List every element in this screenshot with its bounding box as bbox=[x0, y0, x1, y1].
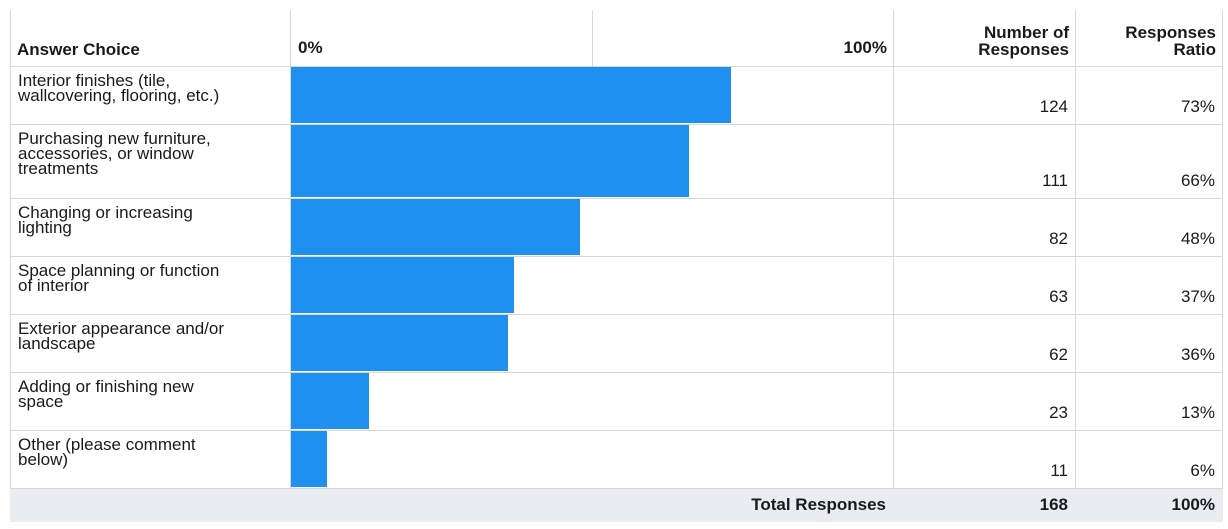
responses-ratio-header: Responses Ratio bbox=[1075, 10, 1223, 67]
bar-cell bbox=[290, 430, 894, 489]
response-ratio: 48% bbox=[1075, 198, 1223, 257]
response-count: 63 bbox=[893, 256, 1076, 315]
total-responses-label: Total Responses bbox=[290, 488, 894, 522]
answer-choice-text: space bbox=[18, 392, 64, 411]
response-count: 11 bbox=[893, 430, 1076, 489]
answer-choice-text: lighting bbox=[18, 218, 72, 237]
answer-choice-cell: Interior finishes (tile, wallcovering, fl… bbox=[10, 66, 291, 125]
response-ratio: 6% bbox=[1075, 430, 1223, 489]
response-count: 23 bbox=[893, 372, 1076, 431]
header-row: Answer Choice 0% 100% Number of Response… bbox=[10, 10, 1223, 67]
answer-choice-text: landscape bbox=[18, 334, 96, 353]
bar-cell bbox=[290, 314, 894, 373]
response-count: 82 bbox=[893, 198, 1076, 257]
response-count: 62 bbox=[893, 314, 1076, 373]
table-row: Other (please comment below) 11 6% bbox=[10, 430, 1223, 489]
axis-min-label: 0% bbox=[298, 38, 323, 57]
axis-midline bbox=[592, 10, 593, 66]
response-count: 111 bbox=[893, 124, 1076, 199]
answer-choice-text: Changing or increasing bbox=[18, 203, 193, 222]
answer-choice-text: Other (please comment bbox=[18, 435, 196, 454]
answer-choice-text: Adding or finishing new bbox=[18, 377, 194, 396]
survey-results-table-wrapper: Answer Choice 0% 100% Number of Response… bbox=[10, 10, 1223, 522]
answer-choice-text: Purchasing new furniture, bbox=[18, 129, 211, 148]
table-row: Changing or increasing lighting 82 48% bbox=[10, 198, 1223, 257]
response-bar bbox=[291, 125, 689, 197]
answer-choice-cell: Space planning or function of interior bbox=[10, 256, 291, 315]
response-count: 124 bbox=[893, 66, 1076, 125]
response-bar bbox=[291, 315, 509, 371]
bar-cell bbox=[290, 198, 894, 257]
table-row: Interior finishes (tile, wallcovering, fl… bbox=[10, 66, 1223, 125]
answer-choice-text: Space planning or function bbox=[18, 261, 220, 280]
answer-choice-text: accessories, or window bbox=[18, 144, 194, 163]
survey-results-table: Answer Choice 0% 100% Number of Response… bbox=[10, 10, 1223, 522]
total-ratio: 100% bbox=[1075, 488, 1223, 522]
table-row: Adding or finishing new space 23 13% bbox=[10, 372, 1223, 431]
total-row: Total Responses 168 100% bbox=[10, 488, 1223, 522]
answer-choice-text: below) bbox=[18, 450, 69, 469]
response-ratio: 37% bbox=[1075, 256, 1223, 315]
table-row: Purchasing new furniture, accessories, or… bbox=[10, 124, 1223, 199]
answer-choice-cell: Exterior appearance and/or landscape bbox=[10, 314, 291, 373]
response-ratio: 66% bbox=[1075, 124, 1223, 199]
response-bar bbox=[291, 199, 581, 255]
bar-cell bbox=[290, 124, 894, 199]
answer-choice-cell: Other (please comment below) bbox=[10, 430, 291, 489]
response-bar bbox=[291, 373, 370, 429]
response-bar bbox=[291, 431, 328, 487]
bar-axis-header: 0% 100% bbox=[290, 10, 894, 67]
answer-choice-cell: Purchasing new furniture, accessories, or… bbox=[10, 124, 291, 199]
response-bar bbox=[291, 67, 732, 123]
answer-choice-text: wallcovering, flooring, etc.) bbox=[18, 86, 220, 105]
number-of-responses-header: Number of Responses bbox=[893, 10, 1076, 67]
answer-choice-text: of interior bbox=[18, 276, 89, 295]
response-ratio: 73% bbox=[1075, 66, 1223, 125]
answer-choice-cell: Adding or finishing new space bbox=[10, 372, 291, 431]
table-row: Space planning or function of interior 63 3… bbox=[10, 256, 1223, 315]
answer-choice-text: Exterior appearance and/or bbox=[18, 319, 225, 338]
bar-cell bbox=[290, 372, 894, 431]
response-ratio: 13% bbox=[1075, 372, 1223, 431]
response-bar bbox=[291, 257, 515, 313]
bar-cell bbox=[290, 256, 894, 315]
response-ratio: 36% bbox=[1075, 314, 1223, 373]
answer-choice-text: treatments bbox=[18, 159, 99, 178]
answer-choice-header: Answer Choice bbox=[10, 10, 291, 67]
table-row: Exterior appearance and/or landscape 62 36% bbox=[10, 314, 1223, 373]
answer-choice-cell: Changing or increasing lighting bbox=[10, 198, 291, 257]
answer-choice-text: Interior finishes (tile, bbox=[18, 71, 171, 90]
total-count: 168 bbox=[893, 488, 1076, 522]
axis-max-label: 100% bbox=[843, 38, 887, 57]
bar-cell bbox=[290, 66, 894, 125]
